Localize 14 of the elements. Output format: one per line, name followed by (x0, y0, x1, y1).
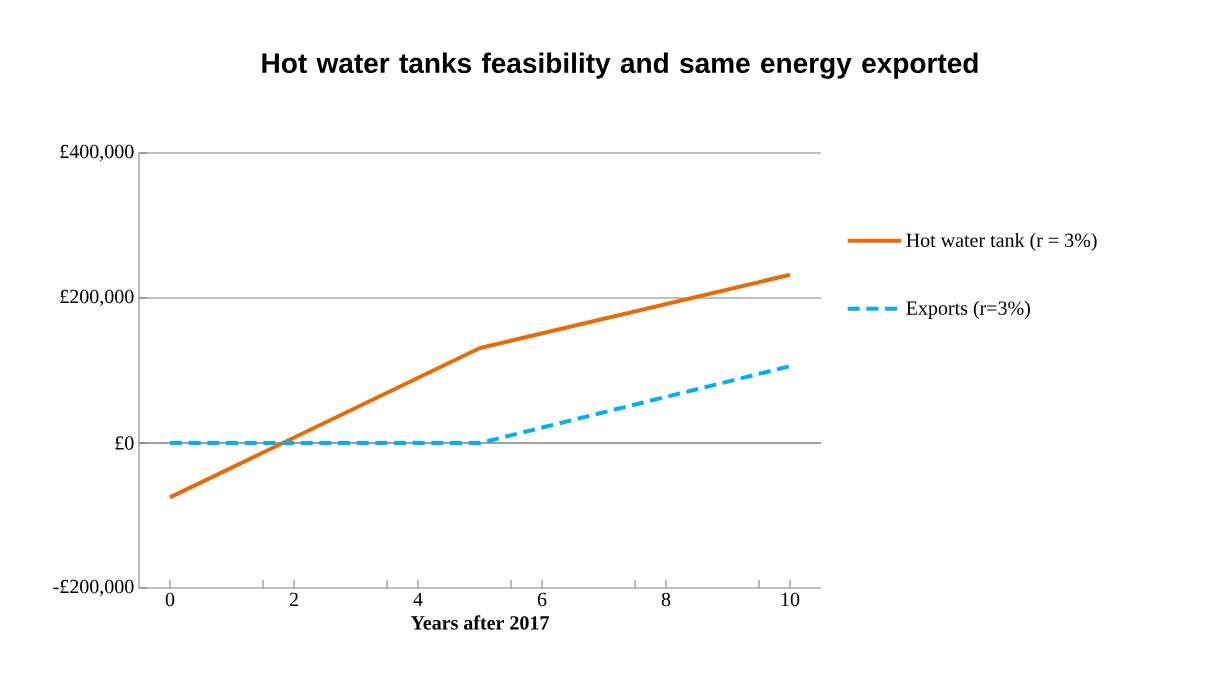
y-tick-label: £200,000 (60, 289, 134, 307)
legend-label: Hot water tank (r = 3%) (906, 232, 1097, 252)
y-tick-label: -£200,000 (53, 579, 134, 597)
x-axis-title: Years after 2017 (410, 615, 549, 630)
legend-label: Exports (r=3%) (906, 300, 1030, 319)
chart-title: Hot water tanks feasibility and same energy exported (262, 52, 978, 79)
x-tick-label: 8 (661, 592, 671, 607)
x-tick-label: 10 (781, 592, 800, 607)
x-tick-label: 0 (165, 592, 175, 607)
x-tick-label: 6 (537, 592, 547, 607)
x-tick-label: 4 (413, 592, 423, 606)
y-tick-label: £0 (115, 436, 134, 450)
x-tick-label: 2 (289, 592, 298, 606)
y-tick-label: £400,000 (60, 144, 134, 162)
